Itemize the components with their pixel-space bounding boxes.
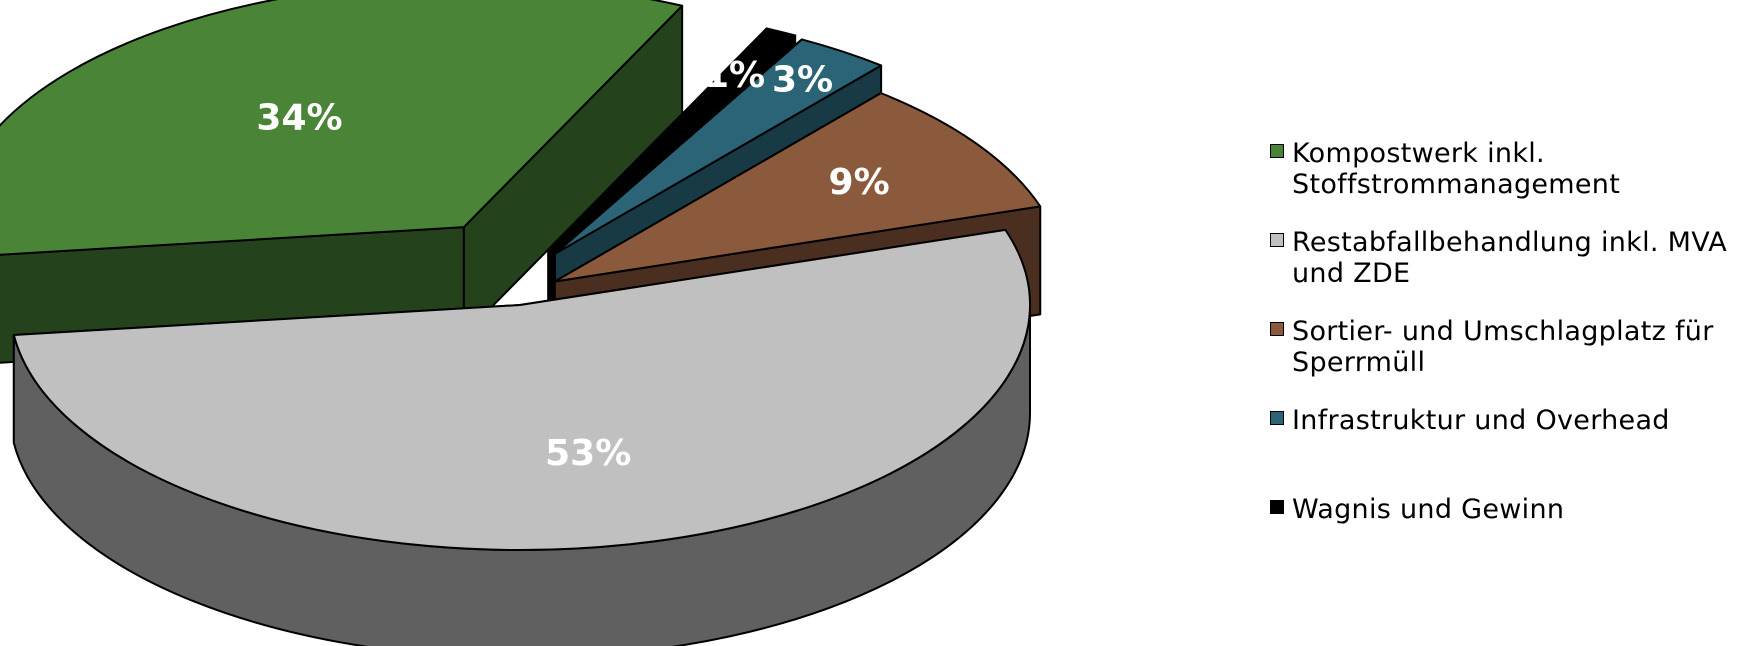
legend-item-kompostwerk: Kompostwerk inkl. Stoffstrommanagement — [1268, 138, 1738, 200]
legend-label-kompostwerk: Kompostwerk inkl. Stoffstrommanagement — [1292, 138, 1621, 200]
legend-item-wagnis: Wagnis und Gewinn — [1268, 494, 1738, 525]
legend-swatch-wagnis — [1270, 500, 1284, 514]
slice-kompostwerk — [0, 0, 684, 256]
legend-label-infrastruktur: Infrastruktur und Overhead — [1292, 405, 1670, 436]
slice-restabfall — [12, 228, 1031, 551]
pie-labels: 34% 53% 9% 3%1% — [256, 55, 889, 474]
legend-item-sortier: Sortier- und Umschlagplatz für Sperrmüll — [1268, 316, 1738, 378]
pie-slices — [0, 0, 1042, 646]
slice-label-infrastruktur: 3% — [772, 59, 833, 100]
legend-swatch-sortier — [1270, 322, 1284, 336]
legend-item-restabfall: Restabfallbehandlung inkl. MVA und ZDE — [1268, 227, 1738, 289]
slice-label-wagnis: 1% — [704, 55, 765, 96]
legend-label-restabfall: Restabfallbehandlung inkl. MVA und ZDE — [1292, 227, 1728, 289]
slice-label-kompostwerk: 34% — [256, 98, 342, 139]
chart-legend: Kompostwerk inkl. Stoffstrommanagement R… — [1268, 138, 1738, 525]
legend-swatch-restabfall — [1270, 233, 1284, 247]
legend-swatch-infrastruktur — [1270, 411, 1284, 425]
slice-infrastruktur — [553, 38, 883, 255]
legend-item-infrastruktur: Infrastruktur und Overhead — [1268, 405, 1738, 436]
slice-wagnis — [547, 27, 797, 251]
legend-swatch-kompostwerk — [1270, 144, 1284, 158]
slice-label-restabfall: 53% — [545, 433, 631, 474]
legend-label-sortier: Sortier- und Umschlagplatz für Sperrmüll — [1292, 316, 1714, 378]
legend-label-wagnis: Wagnis und Gewinn — [1292, 494, 1565, 525]
slice-sortier — [553, 92, 1042, 283]
slice-label-sortier: 9% — [829, 162, 890, 203]
